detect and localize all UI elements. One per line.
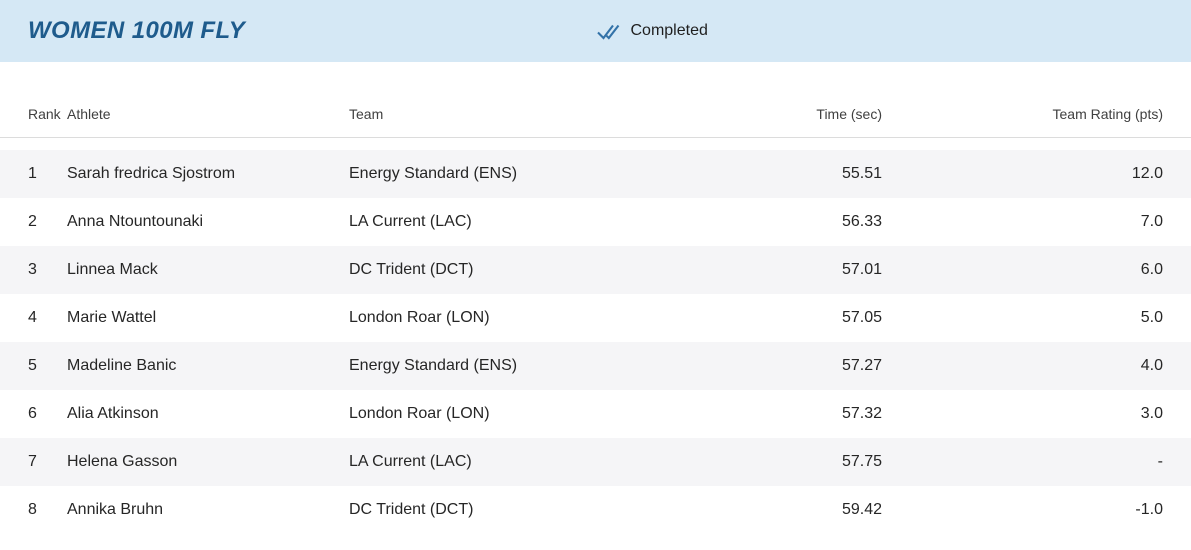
cell-rating: 12.0 — [1131, 165, 1163, 182]
column-header-rating: Team Rating (pts) — [882, 62, 1191, 138]
cell-athlete: Annika Bruhn — [67, 501, 164, 518]
cell-rank: 4 — [28, 309, 37, 326]
column-header-rank: Rank — [0, 62, 67, 138]
cell-rank: 2 — [28, 213, 37, 230]
table-row: 8 Annika Bruhn DC Trident (DCT) 59.42 -1… — [0, 486, 1191, 534]
column-header-athlete: Athlete — [67, 62, 349, 138]
cell-team: DC Trident (DCT) — [349, 261, 474, 278]
column-header-time: Time (sec) — [669, 62, 882, 138]
event-header: WOMEN 100M FLY Completed — [0, 0, 1191, 62]
table-row: 5 Madeline Banic Energy Standard (ENS) 5… — [0, 342, 1191, 390]
cell-team: Energy Standard (ENS) — [349, 357, 518, 374]
cell-team: London Roar (LON) — [349, 405, 490, 422]
cell-rank: 6 — [28, 405, 37, 422]
cell-time: 57.05 — [841, 309, 882, 326]
cell-time: 56.33 — [841, 213, 882, 230]
table-row: 2 Anna Ntountounaki LA Current (LAC) 56.… — [0, 198, 1191, 246]
cell-rating: 4.0 — [1140, 357, 1163, 374]
cell-athlete: Sarah fredrica Sjostrom — [67, 165, 236, 182]
event-title: WOMEN 100M FLY — [28, 17, 246, 44]
cell-rating: - — [1157, 453, 1163, 470]
event-results-panel: WOMEN 100M FLY Completed Rank Athlete Te… — [0, 0, 1191, 534]
cell-team: LA Current (LAC) — [349, 453, 472, 470]
cell-rank: 3 — [28, 261, 37, 278]
cell-athlete: Helena Gasson — [67, 453, 178, 470]
cell-rank: 1 — [28, 165, 37, 182]
cell-rating: -1.0 — [1135, 501, 1163, 518]
cell-time: 55.51 — [841, 165, 882, 182]
table-header-row: Rank Athlete Team Time (sec) Team Rating… — [0, 62, 1191, 138]
cell-team: London Roar (LON) — [349, 309, 490, 326]
cell-time: 59.42 — [841, 501, 882, 518]
cell-rating: 5.0 — [1140, 309, 1163, 326]
cell-team: LA Current (LAC) — [349, 213, 472, 230]
table-row: 4 Marie Wattel London Roar (LON) 57.05 5… — [0, 294, 1191, 342]
cell-athlete: Madeline Banic — [67, 357, 177, 374]
cell-athlete: Anna Ntountounaki — [67, 213, 204, 230]
double-check-icon — [596, 21, 623, 42]
cell-time: 57.01 — [841, 261, 882, 278]
table-row: 6 Alia Atkinson London Roar (LON) 57.32 … — [0, 390, 1191, 438]
table-row: 3 Linnea Mack DC Trident (DCT) 57.01 6.0 — [0, 246, 1191, 294]
cell-time: 57.27 — [841, 357, 882, 374]
table-row: 7 Helena Gasson LA Current (LAC) 57.75 - — [0, 438, 1191, 486]
cell-athlete: Linnea Mack — [67, 261, 158, 278]
table-row: 1 Sarah fredrica Sjostrom Energy Standar… — [0, 150, 1191, 198]
cell-time: 57.32 — [841, 405, 882, 422]
cell-rating: 6.0 — [1140, 261, 1163, 278]
cell-team: DC Trident (DCT) — [349, 501, 474, 518]
cell-rating: 7.0 — [1140, 213, 1163, 230]
cell-rank: 5 — [28, 357, 37, 374]
cell-rank: 7 — [28, 453, 37, 470]
cell-athlete: Marie Wattel — [67, 309, 157, 326]
cell-rank: 8 — [28, 501, 37, 518]
cell-rating: 3.0 — [1140, 405, 1163, 422]
results-table: Rank Athlete Team Time (sec) Team Rating… — [0, 62, 1191, 534]
cell-team: Energy Standard (ENS) — [349, 165, 518, 182]
event-status-label: Completed — [630, 22, 708, 39]
column-header-team: Team — [349, 62, 669, 138]
cell-athlete: Alia Atkinson — [67, 405, 159, 422]
cell-time: 57.75 — [841, 453, 882, 470]
event-status: Completed — [596, 0, 708, 62]
table-spacer — [0, 137, 1191, 150]
